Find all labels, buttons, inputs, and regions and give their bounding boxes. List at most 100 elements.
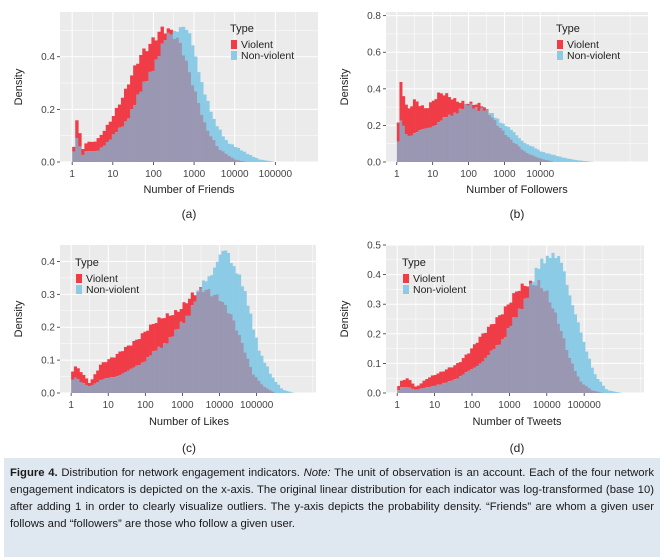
y-tick-label: 0.5 xyxy=(367,241,381,252)
bar-overlap xyxy=(151,350,155,393)
x-tick-label: 1000 xyxy=(493,169,516,180)
bar-non-violent xyxy=(565,284,569,350)
bar-non-violent xyxy=(242,151,247,162)
bar-overlap xyxy=(568,357,572,393)
x-tick-label: 1 xyxy=(68,400,74,411)
bar-non-violent xyxy=(221,250,225,302)
y-tick-label: 0.4 xyxy=(41,52,55,63)
bar-overlap xyxy=(194,91,198,162)
bar-violent xyxy=(523,285,527,299)
bar-violent xyxy=(474,104,478,108)
bar-non-violent xyxy=(509,129,513,140)
bar-overlap xyxy=(433,385,437,393)
bar-violent xyxy=(481,333,485,362)
bar-non-violent xyxy=(499,122,503,128)
bar-overlap xyxy=(182,323,186,393)
bar-overlap xyxy=(447,381,451,393)
bar-overlap xyxy=(218,300,222,393)
bar-overlap xyxy=(227,155,231,162)
bar-violent xyxy=(475,342,479,367)
bar-violent xyxy=(112,357,116,378)
bar-overlap xyxy=(221,151,225,162)
bar-overlap xyxy=(143,361,147,393)
bar-violent xyxy=(96,138,100,151)
bar-violent xyxy=(529,280,533,284)
bar-violent xyxy=(143,331,147,362)
bar-non-violent xyxy=(257,350,261,381)
bar-violent xyxy=(171,315,175,337)
bar-violent xyxy=(78,133,82,147)
bar-overlap xyxy=(104,378,108,393)
bar-overlap xyxy=(493,120,497,162)
x-tick-label: 100 xyxy=(464,400,481,411)
bar-overlap xyxy=(582,384,586,393)
bar-non-violent xyxy=(540,258,544,289)
bar-violent xyxy=(160,26,164,44)
bar-non-violent xyxy=(213,267,217,295)
bar-non-violent xyxy=(507,127,511,137)
bar-overlap xyxy=(124,372,128,393)
bar-overlap xyxy=(540,288,544,393)
bar-overlap xyxy=(169,34,174,162)
bar-violent xyxy=(133,65,137,106)
legend-title: Type xyxy=(75,257,99,269)
bar-non-violent xyxy=(282,390,286,393)
legend-title: Type xyxy=(230,23,254,35)
bar-violent xyxy=(480,106,484,108)
y-tick-label: 0.8 xyxy=(367,11,381,22)
x-tick-label: 1 xyxy=(394,169,400,180)
bar-overlap xyxy=(157,56,161,162)
bar-non-violent xyxy=(264,160,268,162)
legend-key-violent xyxy=(403,274,409,283)
bar-overlap xyxy=(408,387,412,393)
bar-overlap xyxy=(414,389,418,393)
bar-overlap xyxy=(423,128,427,162)
bar-overlap xyxy=(515,317,519,393)
bar-non-violent xyxy=(555,156,559,162)
bar-violent xyxy=(179,309,183,322)
bar-violent xyxy=(185,303,189,316)
bar-overlap xyxy=(252,374,256,393)
bar-overlap xyxy=(193,301,197,393)
bar-violent xyxy=(99,134,103,148)
bar-violent xyxy=(411,383,415,389)
bar-overlap xyxy=(84,151,88,162)
bar-non-violent xyxy=(187,33,192,73)
bar-overlap xyxy=(207,289,211,393)
bar-non-violent xyxy=(263,362,267,387)
bar-violent xyxy=(404,104,408,135)
bar-overlap xyxy=(213,294,217,393)
bar-overlap xyxy=(397,390,401,393)
bar-non-violent xyxy=(243,291,247,353)
bar-violent xyxy=(445,93,449,118)
bar-violent xyxy=(81,149,85,155)
y-tick-label: 0.6 xyxy=(367,48,381,59)
bar-non-violent xyxy=(285,390,289,393)
bar-non-violent xyxy=(221,136,225,152)
bar-overlap xyxy=(160,43,164,163)
bar-overlap xyxy=(160,347,164,393)
bar-overlap xyxy=(200,114,204,162)
bar-violent xyxy=(104,362,108,379)
bar-violent xyxy=(437,92,441,123)
legend-entry: Non-violent xyxy=(241,50,294,62)
x-tick-label: 100000 xyxy=(240,400,274,411)
bar-overlap xyxy=(90,385,94,393)
bar-non-violent xyxy=(593,374,597,391)
bar-non-violent xyxy=(562,271,566,339)
bar-overlap xyxy=(411,388,415,393)
figure-4: 0.0 0.2 0.4 1 10 100 1000 10000 100000 Number of … xyxy=(13,11,648,455)
bar-overlap xyxy=(172,39,177,162)
bar-overlap xyxy=(181,55,186,163)
bar-overlap xyxy=(501,130,505,162)
bar-overlap xyxy=(230,157,234,162)
bar-non-violent xyxy=(267,160,271,162)
bar-overlap xyxy=(506,328,510,393)
bar-overlap xyxy=(148,71,152,162)
bar-violent xyxy=(123,88,128,122)
bar-overlap xyxy=(396,141,400,162)
bar-violent xyxy=(484,332,488,358)
bar-overlap xyxy=(534,156,538,162)
bar-violent xyxy=(168,315,172,338)
bar-violent xyxy=(157,31,161,57)
